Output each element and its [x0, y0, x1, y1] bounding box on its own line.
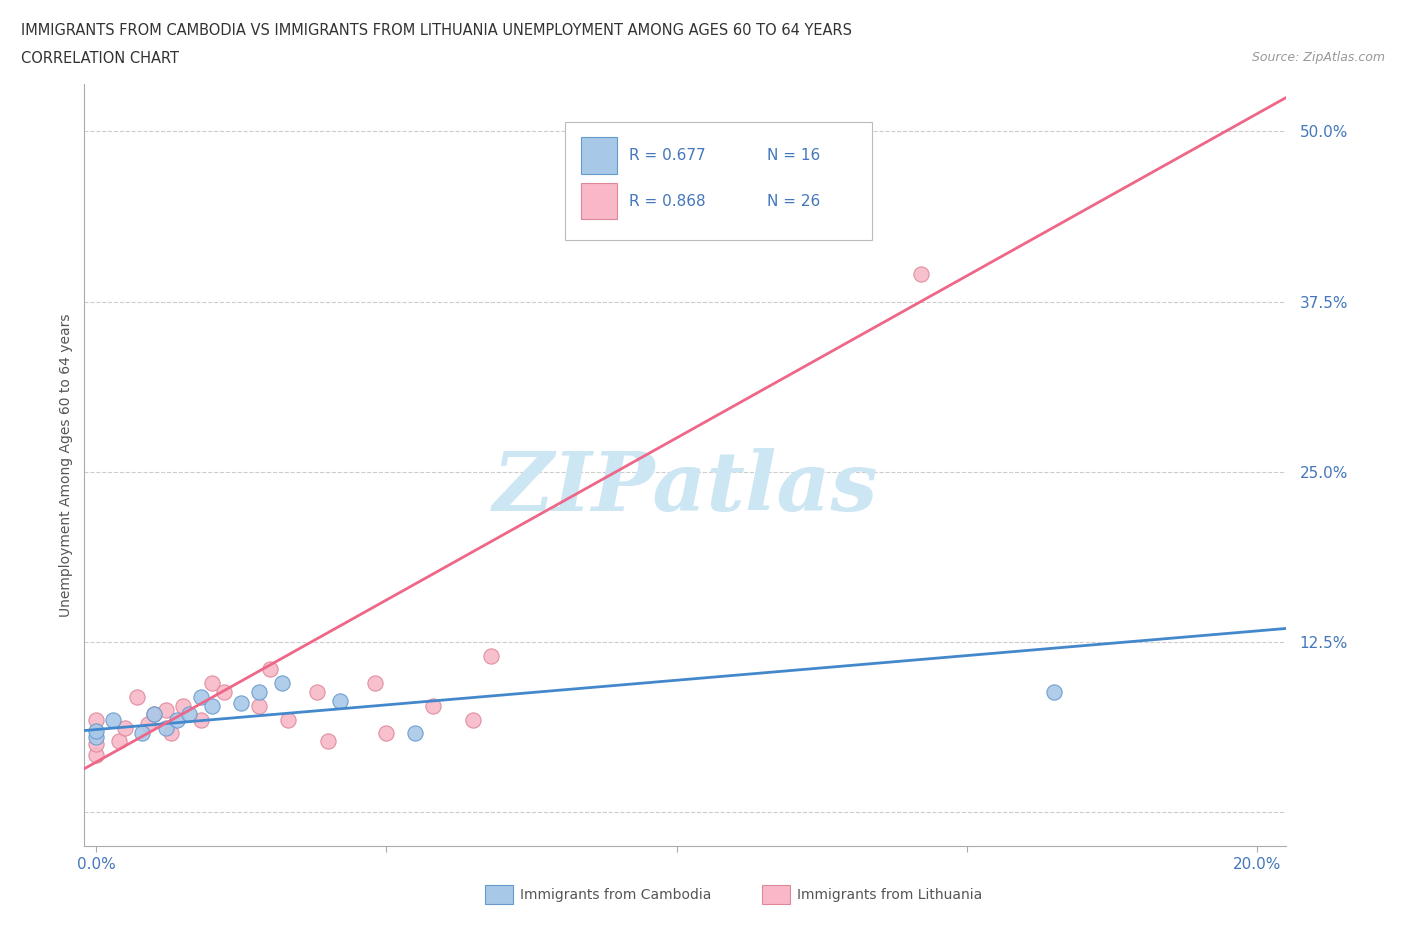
Point — [190, 712, 212, 727]
Point — [84, 724, 107, 738]
Point — [125, 689, 148, 704]
Point — [143, 707, 166, 722]
Point — [1043, 685, 1066, 700]
Point — [212, 685, 235, 700]
Point — [166, 712, 188, 727]
Point — [155, 721, 177, 736]
Point — [277, 712, 299, 727]
Point — [479, 648, 502, 663]
FancyBboxPatch shape — [581, 183, 617, 219]
Point — [160, 725, 183, 740]
Point — [84, 737, 107, 751]
Point — [364, 675, 387, 690]
Point — [114, 721, 136, 736]
Text: R = 0.677: R = 0.677 — [628, 148, 706, 163]
Point — [84, 730, 107, 745]
Text: N = 16: N = 16 — [768, 148, 821, 163]
Point — [190, 689, 212, 704]
Text: Immigrants from Cambodia: Immigrants from Cambodia — [520, 887, 711, 902]
Point — [136, 716, 159, 731]
Text: ZIPatlas: ZIPatlas — [492, 448, 879, 528]
Point — [375, 725, 398, 740]
Point — [305, 685, 328, 700]
Point — [131, 725, 153, 740]
Point — [247, 698, 270, 713]
Point — [231, 696, 253, 711]
Point — [201, 698, 224, 713]
Text: Source: ZipAtlas.com: Source: ZipAtlas.com — [1251, 51, 1385, 64]
FancyBboxPatch shape — [581, 137, 617, 174]
FancyBboxPatch shape — [565, 122, 872, 240]
Point — [329, 693, 352, 708]
Text: IMMIGRANTS FROM CAMBODIA VS IMMIGRANTS FROM LITHUANIA UNEMPLOYMENT AMONG AGES 60: IMMIGRANTS FROM CAMBODIA VS IMMIGRANTS F… — [21, 23, 852, 38]
Text: R = 0.868: R = 0.868 — [628, 193, 706, 208]
Point — [463, 712, 485, 727]
Point — [637, 167, 659, 182]
Text: CORRELATION CHART: CORRELATION CHART — [21, 51, 179, 66]
Point — [172, 698, 194, 713]
Point — [316, 734, 339, 749]
Point — [404, 725, 426, 740]
Point — [143, 707, 166, 722]
Point — [84, 748, 107, 763]
Point — [910, 267, 932, 282]
Point — [177, 707, 200, 722]
Text: N = 26: N = 26 — [768, 193, 821, 208]
Point — [103, 712, 125, 727]
Point — [422, 698, 444, 713]
Point — [270, 675, 292, 690]
Point — [84, 712, 107, 727]
Point — [201, 675, 224, 690]
Point — [155, 703, 177, 718]
Point — [259, 662, 281, 677]
Point — [108, 734, 131, 749]
Text: Immigrants from Lithuania: Immigrants from Lithuania — [797, 887, 983, 902]
Point — [247, 685, 270, 700]
Y-axis label: Unemployment Among Ages 60 to 64 years: Unemployment Among Ages 60 to 64 years — [59, 313, 73, 617]
